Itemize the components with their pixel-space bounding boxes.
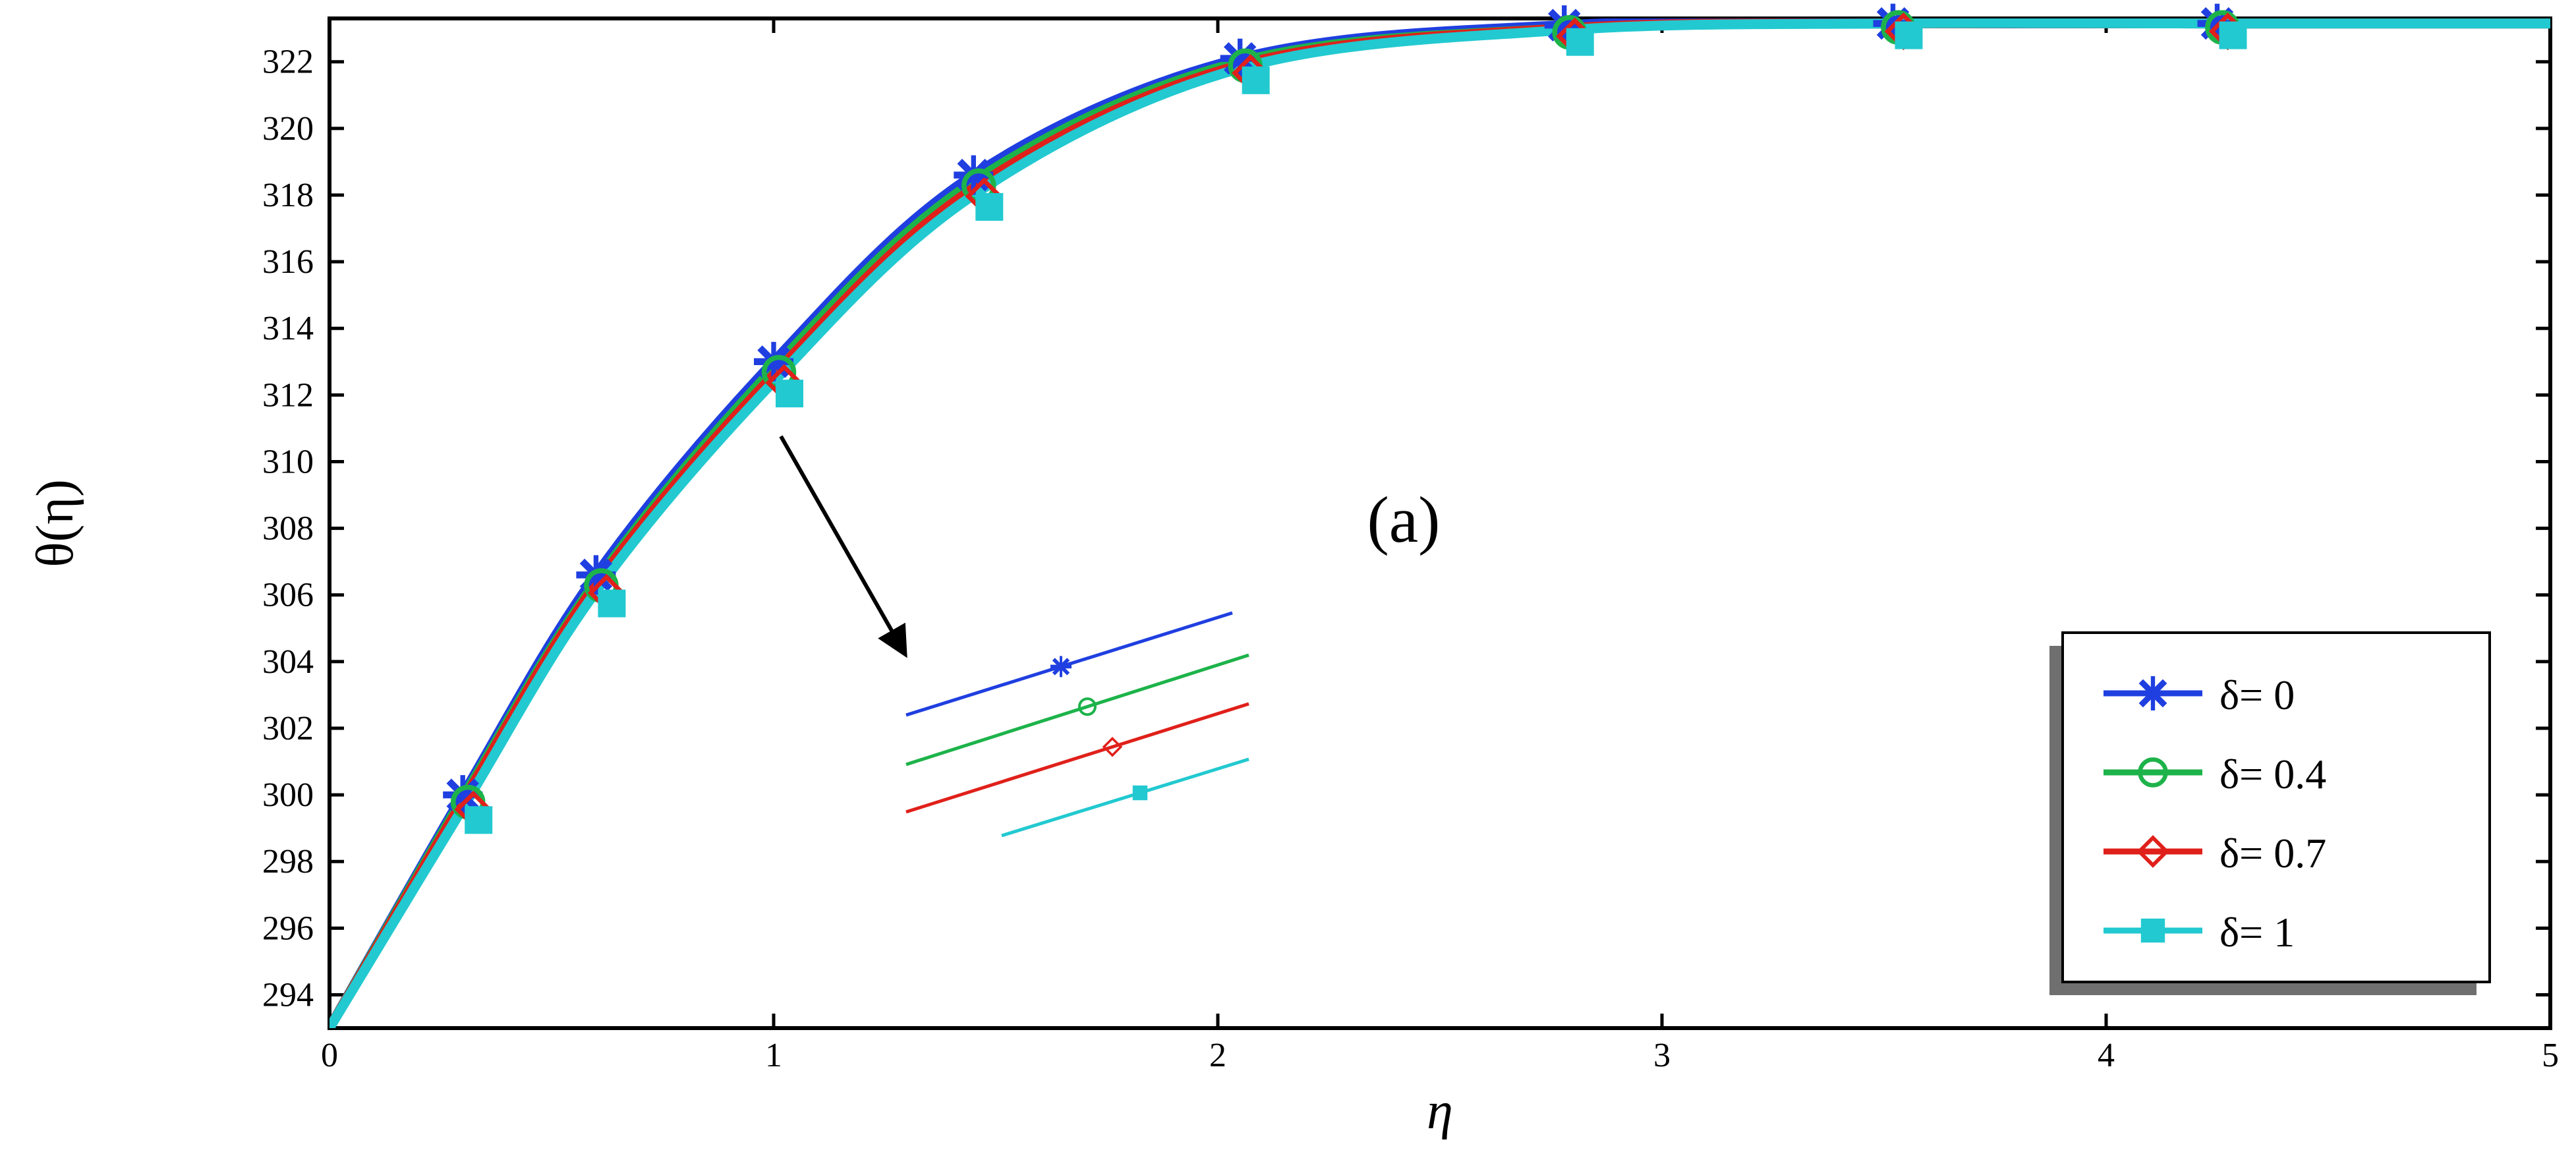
x-tick-label: 4 bbox=[2098, 1037, 2115, 1074]
legend-marker bbox=[2136, 676, 2170, 710]
inset-marker bbox=[1050, 656, 1072, 677]
zoom-arrow bbox=[779, 435, 907, 658]
inset-marker bbox=[1102, 736, 1123, 757]
legend-marker bbox=[2140, 918, 2165, 943]
series-markers bbox=[443, 3, 2247, 834]
y-tick-label: 320 bbox=[262, 110, 314, 148]
y-axis-title: θ(η) bbox=[26, 479, 84, 567]
inset-line-1 bbox=[905, 653, 1249, 766]
data-point bbox=[2219, 21, 2247, 49]
data-point bbox=[975, 192, 1004, 221]
data-point bbox=[598, 589, 626, 618]
y-tick-label: 302 bbox=[262, 710, 314, 747]
inset-line-3 bbox=[1001, 757, 1249, 838]
y-tick-label: 294 bbox=[262, 976, 314, 1014]
panel-label: (a) bbox=[1367, 483, 1441, 556]
legend-label: δ= 0.4 bbox=[2219, 751, 2326, 797]
data-point bbox=[1242, 66, 1270, 94]
y-tick-label: 306 bbox=[262, 577, 314, 614]
y-tick-label: 296 bbox=[262, 909, 314, 947]
y-tick-label: 318 bbox=[262, 177, 314, 214]
legend: δ= 0 δ= 0.4 δ= 0.7 δ= 1 bbox=[2049, 631, 2491, 995]
x-tick-label: 2 bbox=[1209, 1037, 1226, 1074]
data-point bbox=[776, 380, 803, 408]
x-axis-title: η bbox=[1427, 1082, 1453, 1140]
legend-label: δ= 1 bbox=[2219, 909, 2295, 956]
legend-label: δ= 0.7 bbox=[2219, 830, 2326, 877]
zoom-inset bbox=[905, 611, 1249, 838]
inset-line-2 bbox=[905, 702, 1249, 814]
legend-marker bbox=[2138, 757, 2168, 788]
y-tick-label: 298 bbox=[262, 843, 314, 880]
y-tick-label: 310 bbox=[262, 443, 314, 480]
y-tick-label: 300 bbox=[262, 776, 314, 814]
y-tick-label: 322 bbox=[262, 43, 314, 81]
x-tick-label: 5 bbox=[2542, 1037, 2559, 1074]
y-tick-label: 312 bbox=[262, 376, 314, 414]
x-tick-label: 0 bbox=[321, 1037, 338, 1074]
y-axis: 294 296 298 300 302 304 306 308 310 312 314 316 318 3… bbox=[262, 43, 2550, 1014]
x-axis: 0 1 2 3 4 5 bbox=[321, 18, 2559, 1074]
series-lines bbox=[329, 18, 2550, 1028]
legend-marker bbox=[2136, 835, 2169, 868]
y-tick-label: 308 bbox=[262, 510, 314, 548]
data-point bbox=[465, 806, 493, 834]
data-point bbox=[1895, 21, 1923, 49]
x-tick-label: 3 bbox=[1653, 1037, 1671, 1074]
x-tick-label: 1 bbox=[765, 1037, 782, 1074]
inset-line-0 bbox=[905, 611, 1233, 717]
series-line-3 bbox=[329, 18, 2550, 1028]
y-tick-label: 304 bbox=[262, 643, 314, 681]
inset-marker bbox=[1132, 785, 1148, 801]
data-point bbox=[1566, 28, 1594, 56]
inset-marker bbox=[1078, 697, 1097, 716]
y-tick-label: 314 bbox=[262, 310, 314, 347]
y-tick-label: 316 bbox=[262, 243, 314, 281]
legend-label: δ= 0 bbox=[2219, 672, 2295, 718]
